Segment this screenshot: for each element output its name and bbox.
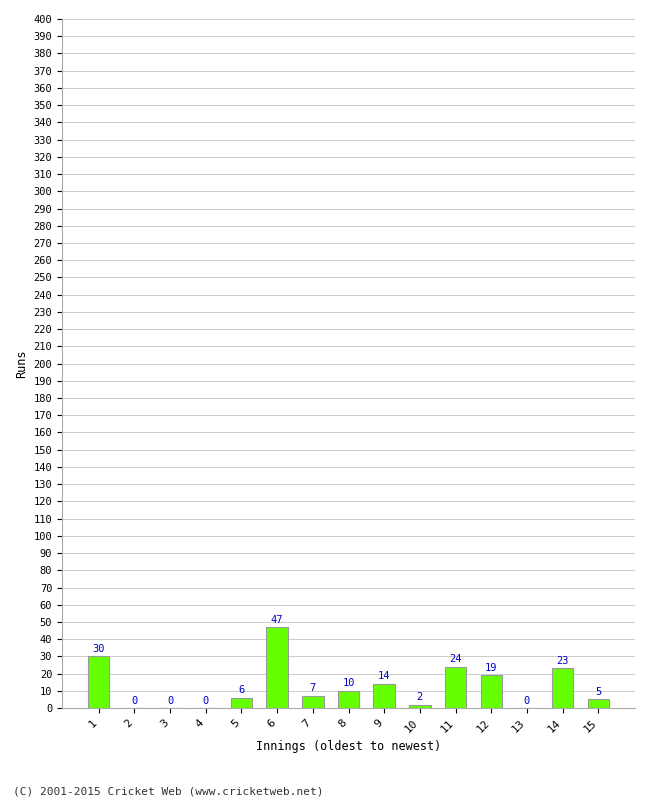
Bar [552,669,573,708]
Text: 5: 5 [595,687,601,697]
Text: (C) 2001-2015 Cricket Web (www.cricketweb.net): (C) 2001-2015 Cricket Web (www.cricketwe… [13,786,324,796]
Y-axis label: Runs: Runs [15,350,28,378]
Bar [480,675,502,708]
Text: 47: 47 [271,614,283,625]
Text: 19: 19 [485,662,497,673]
Bar [409,705,430,708]
Bar [374,684,395,708]
Bar [266,627,288,708]
Text: 6: 6 [239,685,244,695]
Text: 14: 14 [378,671,391,682]
X-axis label: Innings (oldest to newest): Innings (oldest to newest) [256,740,441,753]
Text: 23: 23 [556,656,569,666]
Bar [231,698,252,708]
Bar [445,666,466,708]
Text: 0: 0 [131,695,138,706]
Text: 24: 24 [449,654,462,664]
Bar [338,691,359,708]
Text: 2: 2 [417,692,423,702]
Text: 0: 0 [203,695,209,706]
Bar [88,657,109,708]
Text: 7: 7 [309,683,316,694]
Text: 30: 30 [92,644,105,654]
Text: 0: 0 [167,695,174,706]
Text: 0: 0 [524,695,530,706]
Bar [302,696,324,708]
Bar [588,699,609,708]
Text: 10: 10 [343,678,355,688]
